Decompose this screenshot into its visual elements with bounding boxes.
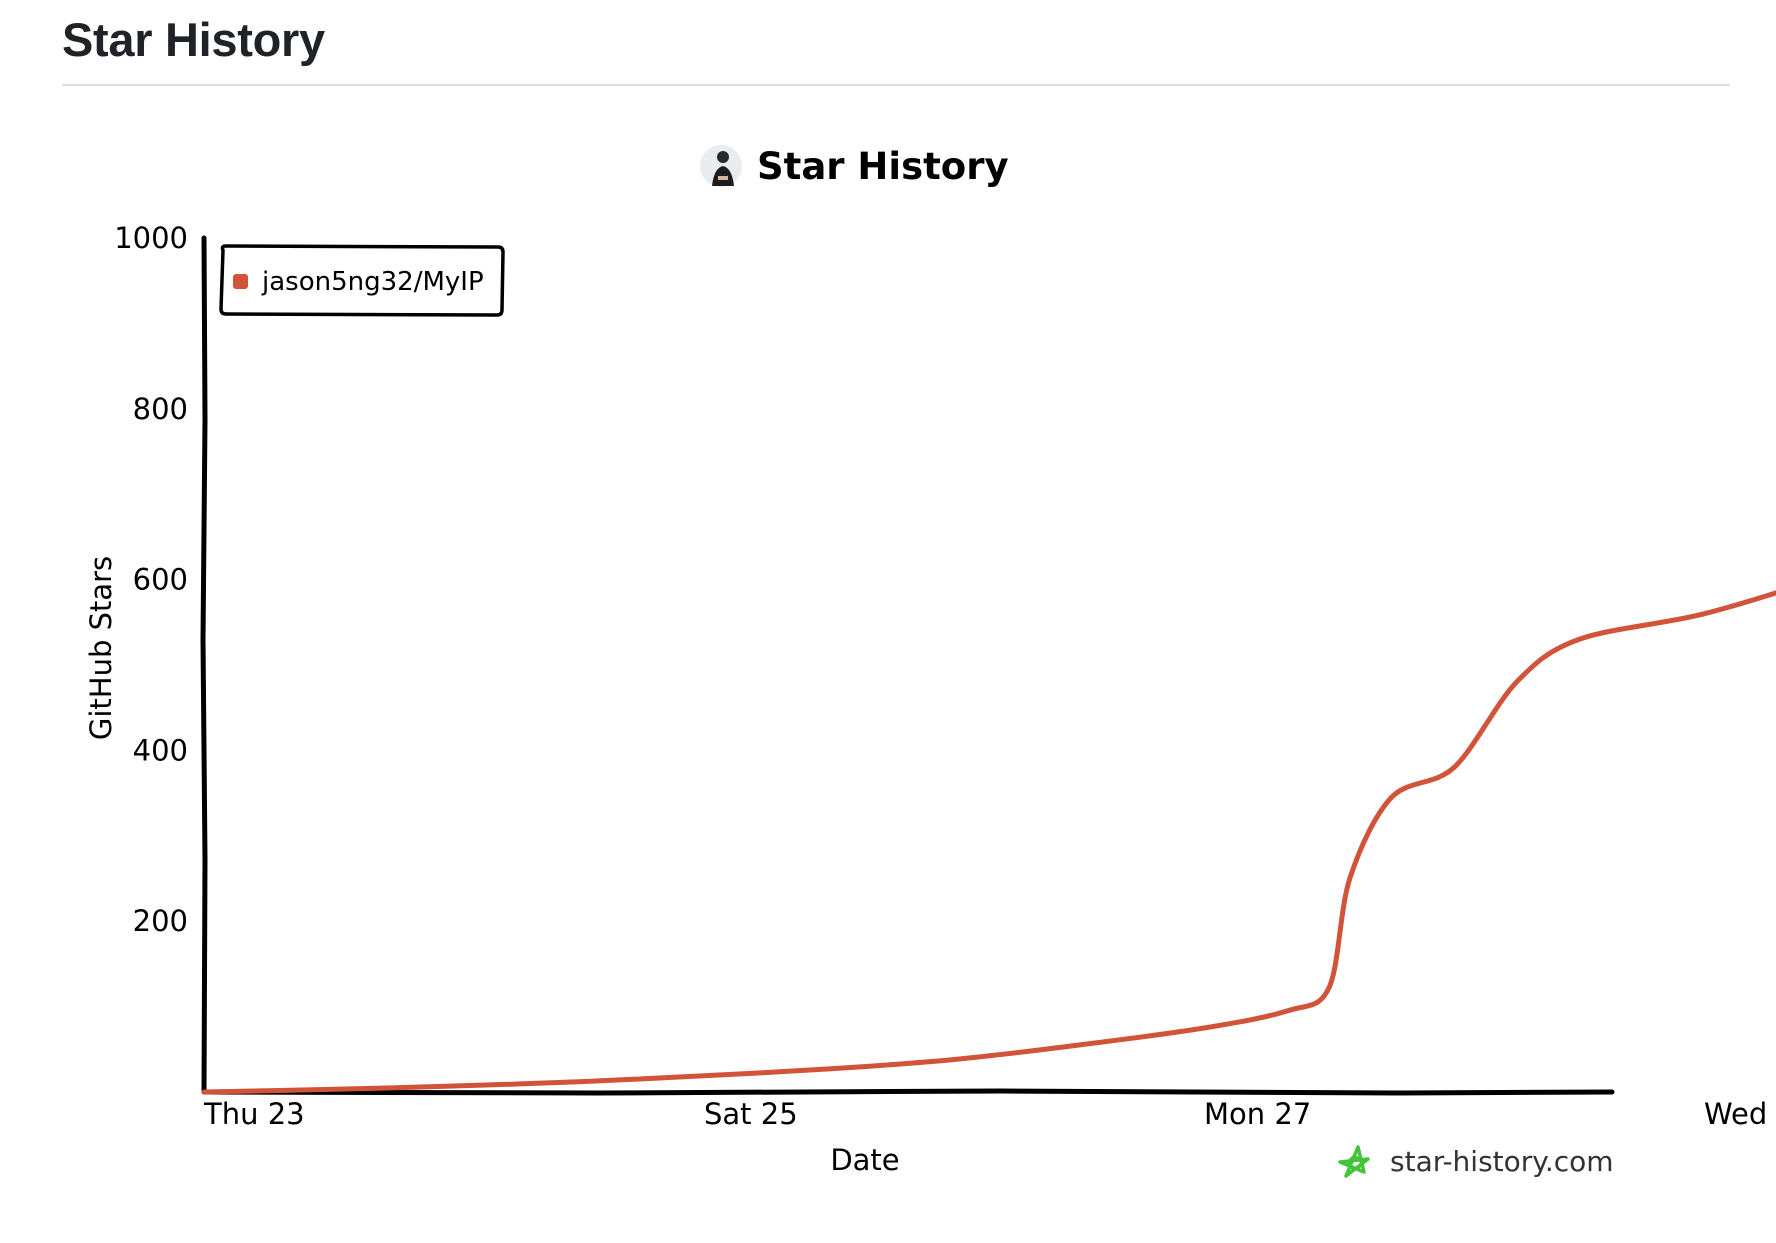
- star-history-logo-icon: [1338, 1145, 1370, 1178]
- y-axis-line: [200, 235, 208, 1095]
- legend-box: [219, 244, 505, 317]
- y-tick-label: 200: [133, 904, 188, 938]
- legend-swatch: [233, 274, 248, 289]
- x-tick-label: Thu 23: [203, 1097, 305, 1131]
- x-tick-label: Mon 27: [1204, 1097, 1311, 1131]
- legend: jason5ng32/MyIP: [219, 244, 505, 317]
- axes: [200, 235, 1615, 1096]
- series-line-0: [201, 590, 1776, 1095]
- x-axis-title: Date: [830, 1143, 899, 1177]
- x-axis-line: [201, 1088, 1615, 1096]
- heading-divider: [62, 84, 1730, 86]
- page-title: Star History: [62, 13, 325, 66]
- x-tick-label: Wed 29: [1704, 1097, 1776, 1131]
- chart-title-group: Star History: [700, 145, 1009, 188]
- y-tick-label: 1000: [114, 221, 188, 255]
- y-tick-label: 400: [133, 733, 188, 767]
- legend-label: jason5ng32/MyIP: [261, 267, 484, 297]
- avatar: [700, 145, 742, 187]
- y-tick-label: 800: [133, 392, 188, 426]
- y-tick-label: 600: [133, 563, 188, 597]
- watermark[interactable]: star-history.com: [1338, 1145, 1614, 1178]
- chart-title: Star History: [757, 145, 1009, 188]
- series-group: [201, 590, 1776, 1095]
- y-axis-title: GitHub Stars: [84, 556, 118, 740]
- x-tick-label: Sat 25: [704, 1097, 798, 1131]
- watermark-text: star-history.com: [1390, 1145, 1614, 1178]
- y-tick-labels: 200 400 600 800 1000: [114, 221, 188, 938]
